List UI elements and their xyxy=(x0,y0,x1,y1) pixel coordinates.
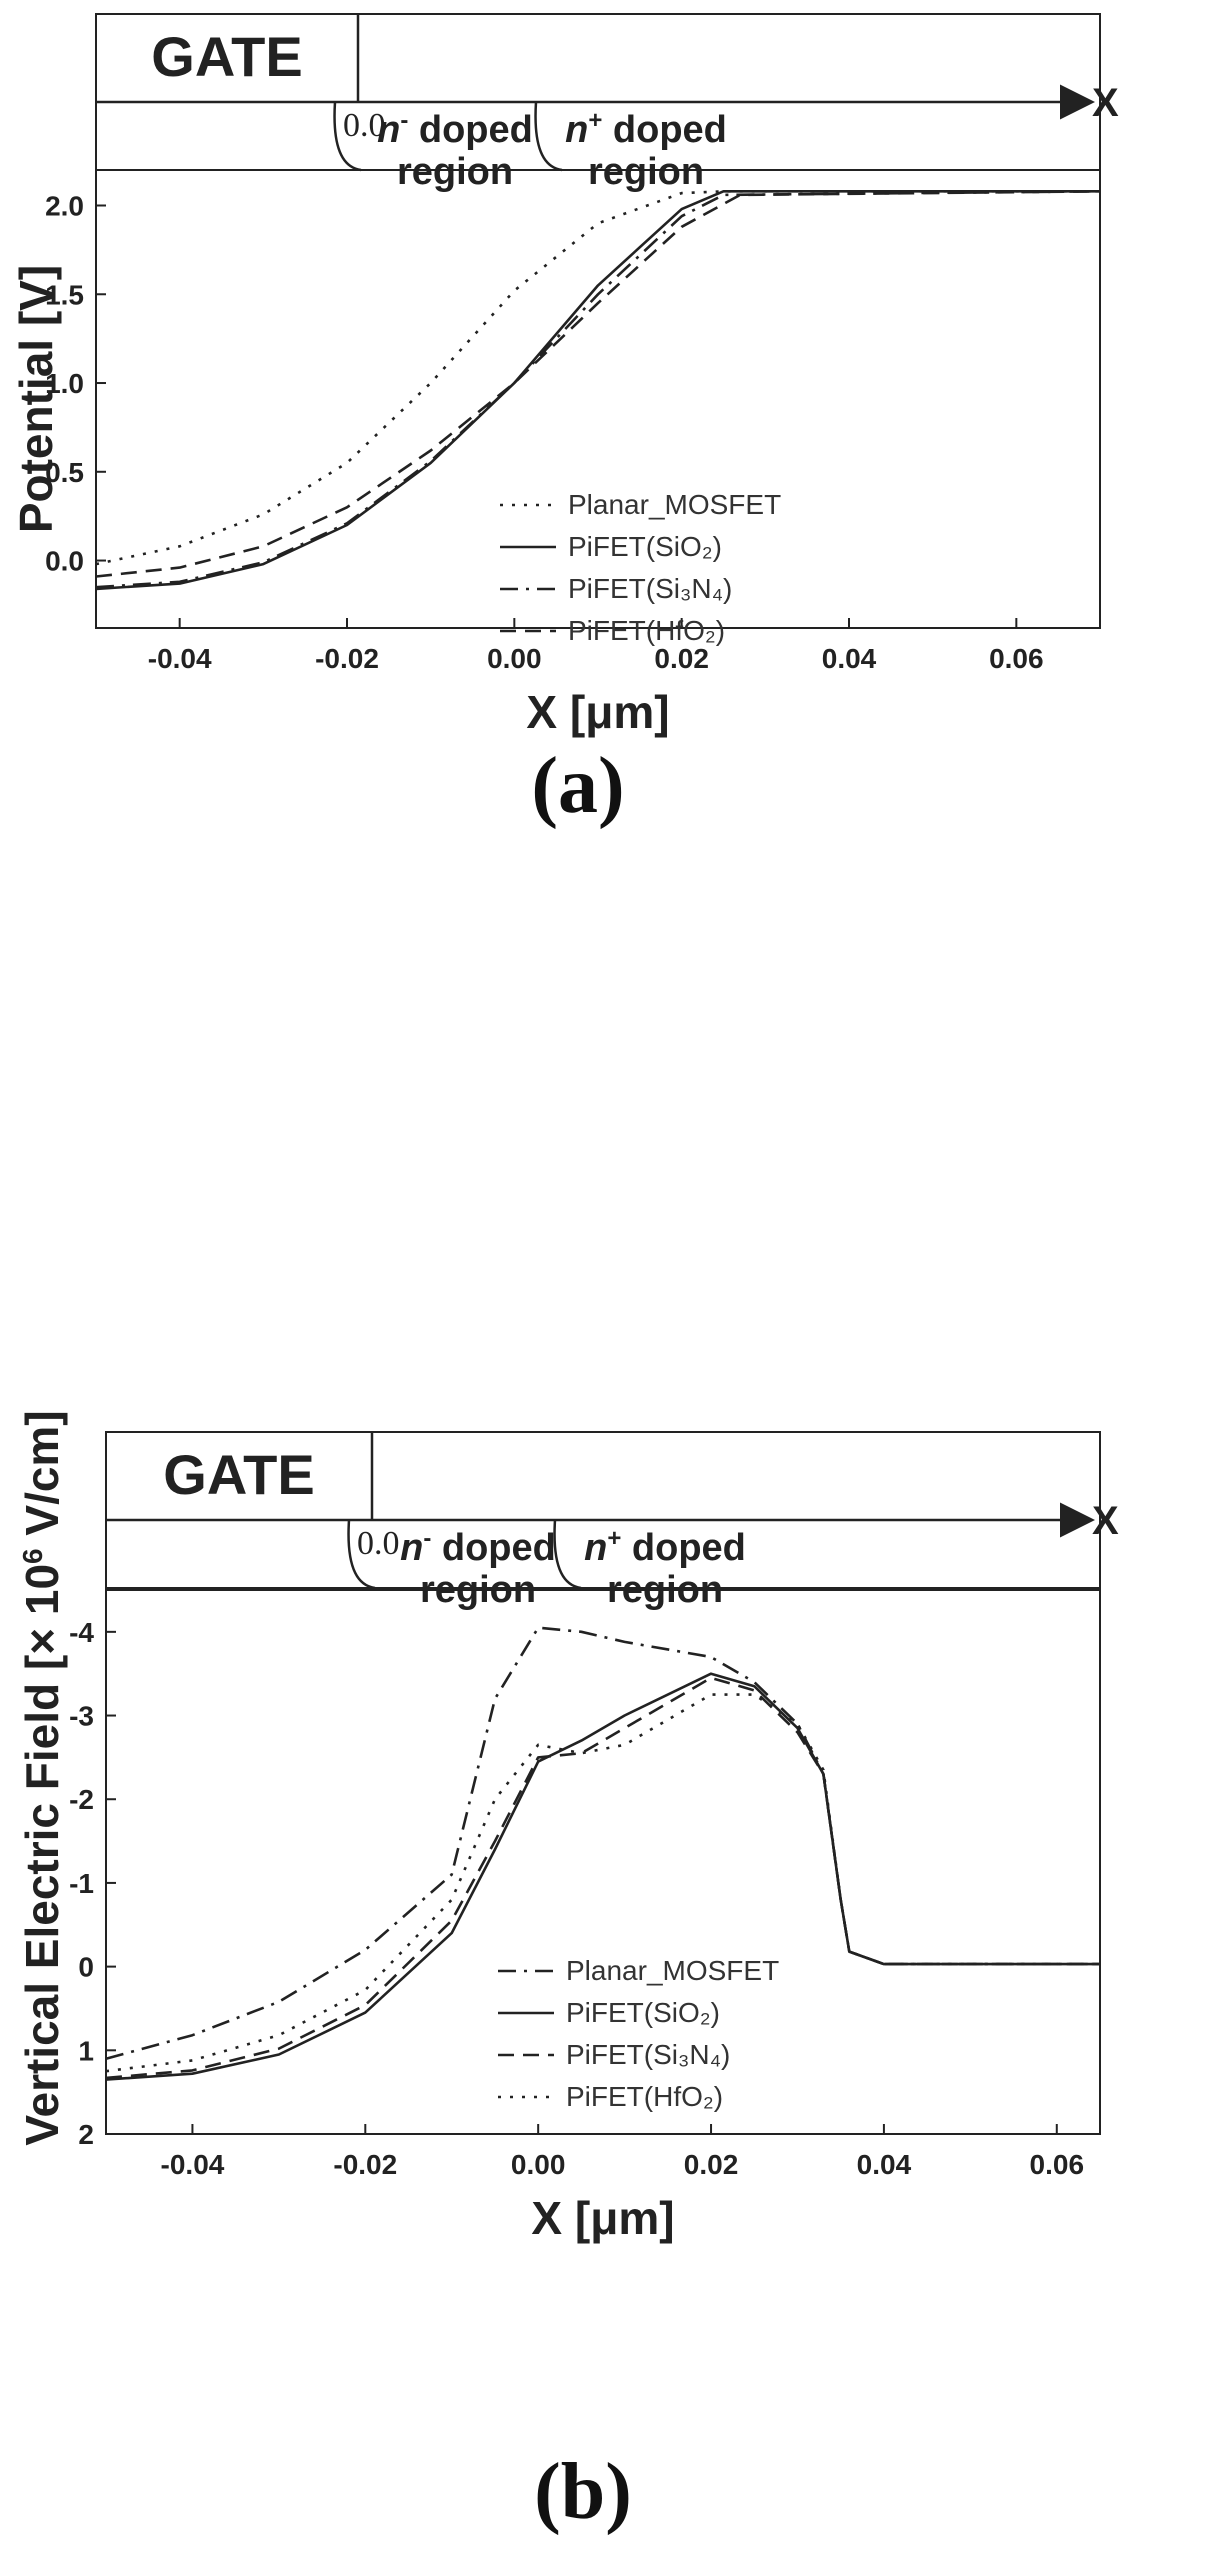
inset-frame xyxy=(105,1431,1101,1589)
legend-entry: PiFET(HfO₂) xyxy=(568,615,725,646)
junction-arc-2 xyxy=(553,1519,582,1590)
series-line-3 xyxy=(105,1693,1100,2073)
region2-label: n+ doped xyxy=(565,107,727,151)
junction-arc-1 xyxy=(347,1519,376,1590)
legend-entry: Planar_MOSFET xyxy=(566,1955,779,1986)
panel-label: (b) xyxy=(534,2448,632,2536)
x-tick-label: 0.06 xyxy=(989,643,1044,674)
region1-label-line2: region xyxy=(397,151,513,193)
inset-x-letter: X xyxy=(1092,81,1119,125)
gate-label: GATE xyxy=(151,25,302,88)
plot-frame xyxy=(95,169,1101,629)
y-tick-label: 0.0 xyxy=(45,546,84,577)
x-axis-label: X [μm] xyxy=(526,686,669,738)
panel-label: (a) xyxy=(531,742,624,830)
x-tick-label: -0.04 xyxy=(148,643,212,674)
x-tick-label: 0.06 xyxy=(1030,2149,1085,2180)
y-tick-label: 1.5 xyxy=(45,279,84,310)
series-line-2 xyxy=(95,190,1101,589)
x-tick-label: 0.04 xyxy=(822,643,877,674)
y-tick-label: 0 xyxy=(78,1952,94,1983)
inset-zero-label: 0.0 xyxy=(343,107,386,144)
series-line-2 xyxy=(105,1676,1100,2080)
gate-label: GATE xyxy=(163,1443,314,1506)
series-line-1 xyxy=(105,1672,1100,2081)
region1-label: n- doped xyxy=(400,1525,556,1569)
legend-entry: PiFET(HfO₂) xyxy=(566,2081,723,2112)
region2-label: n+ doped xyxy=(584,1525,746,1569)
y-tick-label: -2 xyxy=(69,1784,94,1815)
y-tick-label: -4 xyxy=(69,1617,94,1648)
y-axis-label: Vertical Electric Field [× 106 V/cm] xyxy=(16,1410,68,2145)
region2-label-line2: region xyxy=(588,151,704,193)
legend-entry: PiFET(Si₃N₄) xyxy=(566,2039,730,2070)
y-axis-label: Potential [V] xyxy=(10,265,62,533)
x-tick-label: 0.00 xyxy=(487,643,542,674)
region1-label: n- doped xyxy=(377,107,533,151)
junction-arc-1 xyxy=(333,101,362,172)
junction-arc-2 xyxy=(534,101,563,172)
y-tick-label: 1.0 xyxy=(45,368,84,399)
x-tick-label: 0.00 xyxy=(511,2149,566,2180)
x-tick-label: -0.02 xyxy=(333,2149,397,2180)
series-line-0 xyxy=(105,1626,1100,2060)
inset-x-letter: X xyxy=(1092,1499,1119,1543)
plot-frame xyxy=(105,1589,1101,2135)
series-line-3 xyxy=(95,190,1101,578)
series-line-1 xyxy=(95,190,1100,591)
x-tick-label: -0.04 xyxy=(161,2149,225,2180)
y-tick-label: -3 xyxy=(69,1701,94,1732)
y-tick-label: 2.0 xyxy=(45,191,84,222)
y-tick-label: 2 xyxy=(78,2119,94,2150)
legend-entry: PiFET(SiO₂) xyxy=(568,531,722,562)
x-axis-label: X [μm] xyxy=(531,2192,674,2244)
legend-entry: PiFET(Si₃N₄) xyxy=(568,573,732,604)
x-tick-label: 0.02 xyxy=(684,2149,739,2180)
legend-entry: Planar_MOSFET xyxy=(568,489,781,520)
inset-zero-label: 0.0 xyxy=(357,1525,400,1562)
x-tick-label: 0.02 xyxy=(654,643,709,674)
x-tick-label: -0.02 xyxy=(315,643,379,674)
legend-entry: PiFET(SiO₂) xyxy=(566,1997,720,2028)
y-tick-label: 1 xyxy=(78,2035,94,2066)
y-tick-label: -1 xyxy=(69,1868,94,1899)
x-tick-label: 0.04 xyxy=(857,2149,912,2180)
y-tick-label: 0.5 xyxy=(45,457,84,488)
